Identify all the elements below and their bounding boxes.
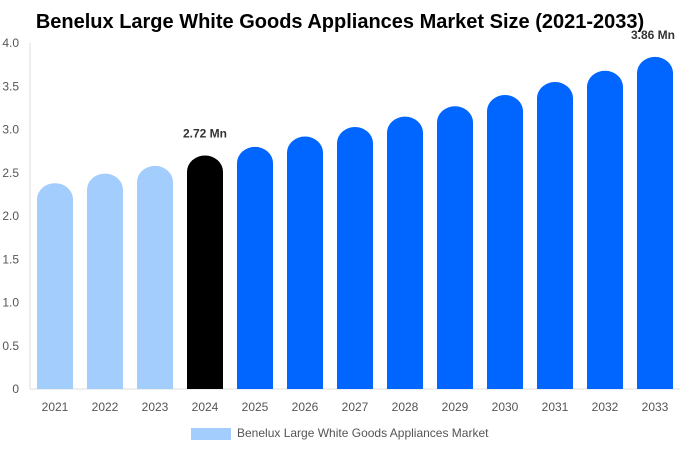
x-tick-label: 2022 [92,400,119,414]
y-tick-label: 0.5 [2,339,19,353]
x-tick-label: 2030 [492,400,519,414]
y-tick-label: 1.5 [2,252,19,266]
bar-2026 [287,136,323,389]
y-tick-label: 2.0 [2,209,19,223]
x-tick-label: 2031 [542,400,569,414]
legend-label: Benelux Large White Goods Appliances Mar… [237,426,489,440]
x-tick-label: 2032 [592,400,619,414]
x-tick-label: 2021 [42,400,69,414]
x-tick-label: 2023 [142,400,169,414]
x-tick-label: 2028 [392,400,419,414]
x-tick-label: 2026 [292,400,319,414]
data-label: 3.86 Mn [631,28,675,42]
bar-2030 [487,94,523,389]
bar-2021 [37,183,73,389]
y-tick-label: 2.5 [2,166,19,180]
y-tick-label: 1.0 [2,296,19,310]
y-tick-label: 3.5 [2,79,19,93]
bar-2025 [237,146,273,389]
x-tick-label: 2033 [642,400,669,414]
bar-2027 [337,126,373,389]
bar-2029 [437,106,473,390]
y-tick-label: 4.0 [2,36,19,50]
data-label: 2.72 Mn [183,127,227,141]
y-tick-label: 3.0 [2,123,19,137]
bar-2024 [187,155,223,389]
bar-2033 [637,56,673,389]
bar-2022 [87,173,123,389]
bar-2023 [137,165,173,389]
legend: Benelux Large White Goods Appliances Mar… [191,426,489,440]
legend-swatch [191,428,231,440]
chart-title: Benelux Large White Goods Appliances Mar… [36,11,644,33]
bar-2031 [537,81,573,390]
x-tick-label: 2027 [342,400,369,414]
x-tick-label: 2029 [442,400,469,414]
y-tick-label: 0 [12,382,19,396]
bar-2028 [387,116,423,389]
bar-2032 [587,70,623,389]
x-tick-label: 2024 [192,400,219,414]
x-tick-label: 2025 [242,400,269,414]
